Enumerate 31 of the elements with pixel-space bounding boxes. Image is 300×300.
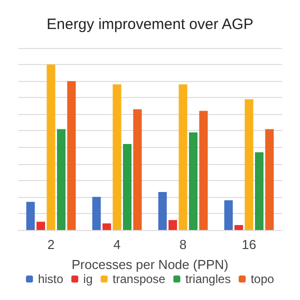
x-tick-label: 8 xyxy=(179,237,187,252)
chart-title: Energy improvement over AGP xyxy=(46,16,254,33)
bar xyxy=(36,222,46,230)
bar xyxy=(254,152,264,230)
bar xyxy=(168,220,178,230)
bar xyxy=(56,129,66,230)
legend-label: ig xyxy=(83,272,93,286)
bar xyxy=(158,192,167,230)
bar xyxy=(46,64,56,230)
bar xyxy=(133,109,142,230)
x-tick-label: 16 xyxy=(242,237,256,252)
bar xyxy=(122,144,132,230)
x-tick-label: 2 xyxy=(47,237,55,252)
bar xyxy=(67,81,76,230)
bar xyxy=(26,202,35,230)
x-axis-title: Processes per Node (PPN) xyxy=(72,257,228,272)
x-tick-label: 4 xyxy=(113,237,121,252)
bar xyxy=(188,132,198,230)
legend-label: transpose xyxy=(112,272,166,286)
bar xyxy=(265,129,274,230)
legend-label: histo xyxy=(38,272,64,286)
bar xyxy=(244,99,254,230)
legend-label: triangles xyxy=(185,272,231,286)
bar xyxy=(234,225,244,230)
legend-label: topo xyxy=(250,272,274,286)
bar xyxy=(102,223,112,230)
bar xyxy=(199,110,208,230)
bar xyxy=(178,84,188,230)
bar xyxy=(92,196,101,230)
bar xyxy=(224,200,233,230)
bar xyxy=(112,84,122,230)
